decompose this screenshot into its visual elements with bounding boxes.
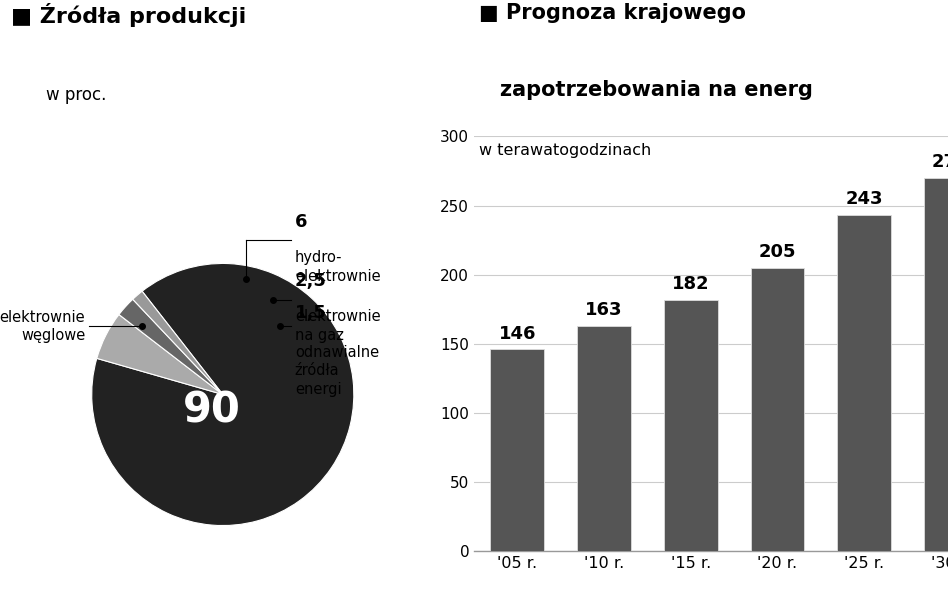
Text: hydro-
elektrownie: hydro- elektrownie (295, 250, 380, 284)
Text: odnawialne
źródła
energi: odnawialne źródła energi (295, 345, 379, 397)
Wedge shape (92, 263, 354, 525)
Bar (664, 299, 718, 551)
Text: elektrownie
węglowe: elektrownie węglowe (0, 310, 85, 343)
Bar (837, 215, 891, 551)
Text: 6: 6 (295, 213, 307, 231)
Text: 146: 146 (499, 324, 537, 343)
Wedge shape (118, 299, 223, 394)
Text: elektrownie
na gaz: elektrownie na gaz (295, 310, 380, 343)
Text: 182: 182 (672, 275, 709, 293)
Text: 90: 90 (183, 389, 241, 431)
Text: 2,5: 2,5 (295, 272, 327, 289)
Text: 205: 205 (758, 243, 796, 261)
Bar (751, 268, 804, 551)
Text: 270: 270 (932, 153, 948, 171)
Text: 163: 163 (585, 301, 623, 319)
Wedge shape (133, 291, 223, 394)
Text: 243: 243 (846, 190, 883, 208)
Text: zapotrzebowania na energ: zapotrzebowania na energ (500, 80, 812, 100)
Text: ■ Źródła produkcji: ■ Źródła produkcji (11, 3, 246, 27)
Bar (490, 349, 544, 551)
Text: w proc.: w proc. (46, 86, 106, 104)
Wedge shape (97, 314, 223, 394)
Text: 1,5: 1,5 (295, 304, 327, 323)
Text: w terawatogodzinach: w terawatogodzinach (479, 143, 651, 158)
Bar (577, 326, 631, 551)
Text: ■ Prognoza krajowego: ■ Prognoza krajowego (479, 3, 746, 23)
Bar (924, 178, 948, 551)
